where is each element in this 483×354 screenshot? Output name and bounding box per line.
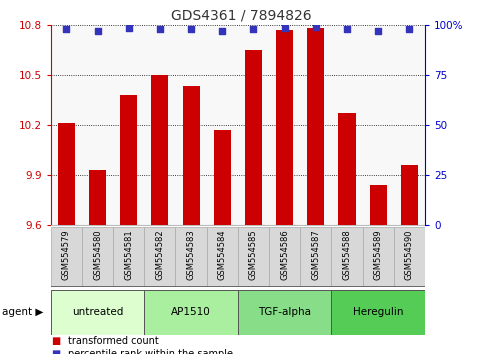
Text: AP1510: AP1510 — [171, 307, 211, 318]
Text: GSM554582: GSM554582 — [156, 230, 164, 280]
Bar — [245, 50, 262, 225]
Text: GSM554586: GSM554586 — [280, 230, 289, 280]
Point — [62, 26, 70, 32]
Text: ■: ■ — [51, 336, 60, 346]
FancyBboxPatch shape — [175, 227, 207, 287]
Bar — [151, 75, 169, 225]
Bar — [89, 170, 106, 225]
FancyBboxPatch shape — [238, 227, 269, 287]
FancyBboxPatch shape — [394, 227, 425, 287]
FancyBboxPatch shape — [363, 227, 394, 287]
Point — [156, 26, 164, 32]
FancyBboxPatch shape — [144, 290, 238, 335]
Text: GSM554589: GSM554589 — [374, 230, 383, 280]
Bar — [339, 113, 355, 225]
FancyBboxPatch shape — [300, 227, 331, 287]
Text: GSM554579: GSM554579 — [62, 230, 71, 280]
Point — [250, 26, 257, 32]
Point — [125, 25, 132, 31]
Text: GSM554580: GSM554580 — [93, 230, 102, 280]
FancyBboxPatch shape — [207, 227, 238, 287]
Text: GSM554588: GSM554588 — [342, 230, 352, 280]
FancyBboxPatch shape — [331, 227, 363, 287]
Text: ■: ■ — [51, 349, 60, 354]
Text: transformed count: transformed count — [68, 336, 158, 346]
FancyBboxPatch shape — [113, 227, 144, 287]
Bar — [183, 86, 199, 225]
Bar — [276, 30, 293, 225]
Text: Heregulin: Heregulin — [353, 307, 403, 318]
Text: untreated: untreated — [72, 307, 123, 318]
Point — [218, 28, 226, 33]
Bar — [120, 95, 137, 225]
Text: percentile rank within the sample: percentile rank within the sample — [68, 349, 233, 354]
Text: TGF-alpha: TGF-alpha — [258, 307, 311, 318]
Bar — [369, 185, 387, 225]
Bar — [58, 123, 75, 225]
FancyBboxPatch shape — [269, 227, 300, 287]
FancyBboxPatch shape — [51, 290, 144, 335]
Text: GSM554585: GSM554585 — [249, 230, 258, 280]
Point — [187, 26, 195, 32]
Point — [281, 25, 288, 31]
Text: GSM554584: GSM554584 — [218, 230, 227, 280]
FancyBboxPatch shape — [238, 290, 331, 335]
Text: GSM554587: GSM554587 — [312, 230, 320, 280]
Text: GSM554583: GSM554583 — [186, 230, 196, 280]
Point — [374, 28, 382, 33]
Bar — [401, 165, 418, 225]
Point — [406, 26, 413, 32]
Text: GDS4361 / 7894826: GDS4361 / 7894826 — [171, 9, 312, 23]
Point — [312, 24, 320, 30]
FancyBboxPatch shape — [331, 290, 425, 335]
Text: GSM554590: GSM554590 — [405, 230, 414, 280]
Point — [343, 26, 351, 32]
FancyBboxPatch shape — [51, 227, 82, 287]
FancyBboxPatch shape — [82, 227, 113, 287]
Point — [94, 28, 101, 33]
Bar — [213, 130, 231, 225]
Text: GSM554581: GSM554581 — [124, 230, 133, 280]
Bar — [307, 28, 325, 225]
FancyBboxPatch shape — [144, 227, 175, 287]
Text: agent ▶: agent ▶ — [2, 307, 44, 318]
